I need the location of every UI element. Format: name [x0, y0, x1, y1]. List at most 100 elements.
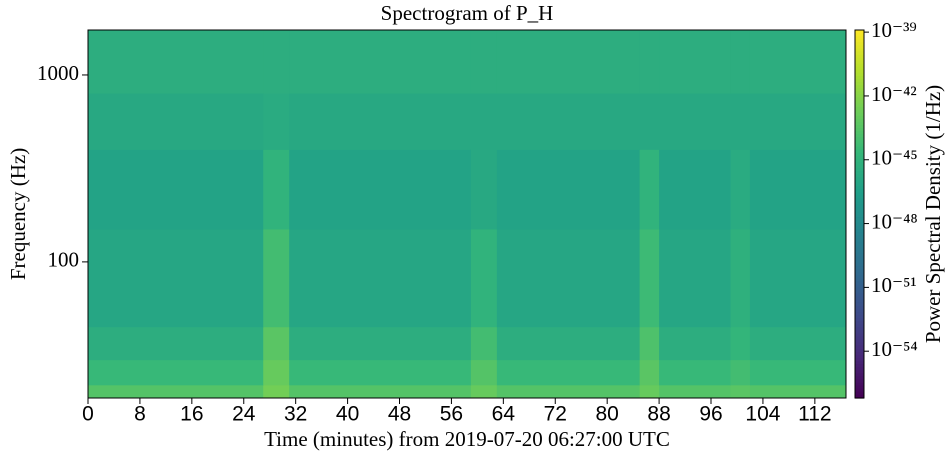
colorbar-swatch [855, 158, 864, 163]
heatmap-cell [470, 359, 498, 386]
colorbar-swatch [855, 45, 864, 49]
colorbar-swatch [855, 210, 864, 215]
colorbar-swatch [855, 263, 864, 267]
heatmap-cell [639, 384, 660, 399]
colorbar-swatch [855, 76, 864, 80]
heatmap-cell [639, 359, 660, 386]
colorbar-swatch [855, 342, 864, 347]
colorbar-swatch [855, 171, 864, 175]
heatmap-cell [730, 359, 751, 386]
heatmap-cell [639, 93, 660, 150]
colorbar-swatch [855, 324, 864, 329]
heatmap-cell [88, 228, 264, 328]
colorbar-label: Power Spectral Density (1/Hz) [921, 85, 945, 343]
heatmap-cell [88, 384, 264, 399]
heatmap-cell [496, 149, 641, 230]
heatmap-cell [289, 359, 472, 386]
colorbar-swatch [855, 85, 864, 89]
heatmap-cell [289, 93, 472, 150]
colorbar-swatch [855, 118, 864, 123]
colorbar-swatch [855, 382, 864, 387]
colorbar-swatch [855, 358, 864, 362]
colorbar-swatch [855, 94, 864, 99]
colorbar-swatch [855, 318, 864, 322]
x-tick-label: 16 [180, 403, 203, 426]
heatmap-cell [88, 30, 264, 94]
colorbar-swatch [855, 63, 864, 68]
heatmap-cell [659, 228, 731, 328]
heatmap-cell [263, 149, 290, 230]
heatmap-cell [659, 359, 731, 386]
x-tick-label: 80 [595, 403, 618, 426]
colorbar-swatch [855, 33, 864, 37]
colorbar-swatch [855, 364, 864, 368]
heatmap-cell [88, 359, 264, 386]
x-axis-label: Time (minutes) from 2019-07-20 06:27:00 … [264, 427, 670, 451]
colorbar-swatch [855, 275, 864, 279]
colorbar-swatch [855, 134, 864, 138]
colorbar-tick-label: 10⁻³⁹ [871, 18, 917, 42]
x-tick-label: 40 [336, 403, 359, 426]
colorbar-swatch [855, 198, 864, 203]
colorbar-swatch [855, 115, 864, 120]
colorbar-swatch [855, 385, 864, 390]
heatmap-cell [730, 326, 751, 361]
colorbar-swatch [855, 204, 864, 209]
colorbar-swatch [855, 367, 864, 371]
heatmap-cell [289, 326, 472, 361]
colorbar-swatch [855, 345, 864, 350]
colorbar-swatch [855, 60, 864, 65]
colorbar-swatch [855, 79, 864, 83]
colorbar-swatch [855, 220, 864, 224]
heatmap-cell [496, 359, 641, 386]
heatmap-cell [496, 326, 641, 361]
heatmap-cell [749, 384, 847, 399]
colorbar-swatch [855, 321, 864, 325]
colorbar-swatch [855, 48, 864, 53]
colorbar-tick-label: 10⁻⁵⁴ [871, 337, 918, 361]
colorbar-swatch [855, 315, 864, 319]
colorbar-swatch [855, 256, 864, 261]
colorbar-tick-label: 10⁻⁴⁵ [871, 146, 918, 170]
colorbar-swatch [855, 207, 864, 212]
heatmap-cell [749, 228, 847, 328]
heatmap-cell [496, 384, 641, 399]
colorbar-swatch [855, 250, 864, 255]
colorbar-swatch [855, 296, 864, 301]
colorbar-swatch [855, 177, 864, 181]
colorbar-swatch [855, 284, 864, 289]
colorbar-swatch [855, 266, 864, 270]
heatmap-cell [659, 326, 731, 361]
heatmap-cell [88, 149, 264, 230]
colorbar-swatch [855, 370, 864, 375]
colorbar-swatch [855, 54, 864, 59]
colorbar-swatch [855, 355, 864, 359]
heatmap-cell [639, 228, 660, 328]
colorbar-swatch [855, 299, 864, 304]
colorbar-swatch [855, 97, 864, 102]
heatmap-cell [470, 384, 498, 399]
colorbar-swatch [855, 302, 864, 307]
heatmap-cell [730, 384, 751, 399]
heatmap-cell [730, 93, 751, 150]
heatmap-cell [470, 228, 498, 328]
colorbar-swatch [855, 244, 864, 249]
colorbar-swatch [855, 235, 864, 240]
colorbar-swatch [855, 174, 864, 178]
colorbar-swatch [855, 278, 864, 283]
heatmap-cell [749, 149, 847, 230]
colorbar-swatch [855, 247, 864, 252]
colorbar-swatch [855, 352, 864, 356]
colorbar-swatch [855, 217, 864, 221]
colorbar-swatch [855, 168, 864, 172]
chart-title: Spectrogram of P_H [381, 1, 554, 25]
colorbar-swatch [855, 229, 864, 233]
colorbar-swatch [855, 336, 864, 341]
colorbar-swatch [855, 293, 864, 298]
y-tick-label: 100 [48, 248, 80, 272]
colorbar-swatch [855, 241, 864, 246]
colorbar-swatch [855, 223, 864, 227]
heatmap-cell [289, 228, 472, 328]
